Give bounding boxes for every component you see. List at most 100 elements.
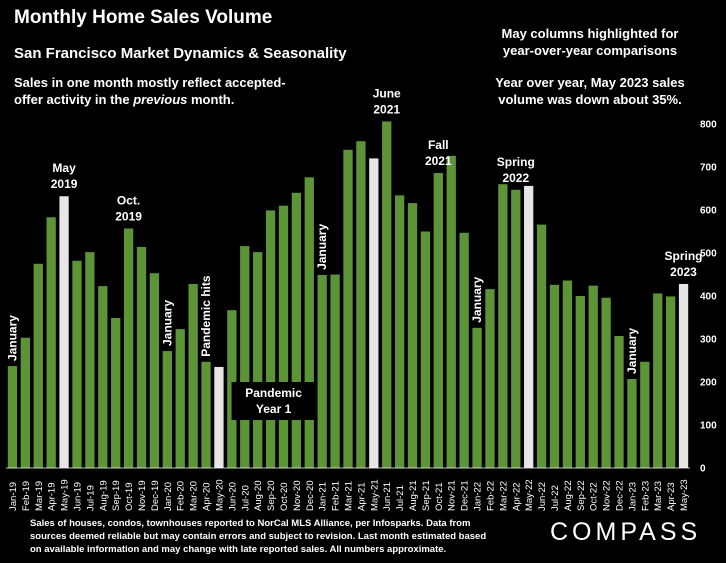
bar-mar-19 — [33, 263, 43, 468]
chart-title: Monthly Home Sales Volume — [14, 7, 273, 28]
y-tick-label: 700 — [700, 163, 717, 174]
x-tick-label: Sep-21 — [421, 480, 432, 511]
bar-jan-21 — [317, 274, 327, 468]
x-tick-label: Nov-22 — [602, 480, 613, 511]
bar-jun-21 — [382, 121, 392, 469]
x-tick-label: Jul-20 — [240, 485, 251, 511]
bar-feb-19 — [20, 337, 30, 468]
x-tick-label: Apr-20 — [202, 482, 213, 511]
x-tick-label: Oct-20 — [279, 482, 290, 511]
y-tick-label: 500 — [700, 249, 717, 260]
bar-jul-21 — [394, 195, 405, 468]
bar-oct-19 — [123, 228, 134, 468]
bar-jul-19 — [85, 252, 95, 468]
bar-aug-19 — [98, 286, 108, 468]
note-left-line2-em: previous — [133, 92, 188, 107]
x-tick-label: Jun-22 — [537, 482, 548, 511]
x-tick-label: May-20 — [214, 479, 225, 511]
bar-jul-22 — [549, 284, 560, 468]
bar-jun-22 — [536, 224, 547, 468]
x-tick-label: May-19 — [60, 479, 71, 511]
bar-dec-22 — [614, 335, 624, 468]
annotation-label: 2021 — [373, 102, 400, 116]
bar-feb-21 — [330, 274, 340, 468]
yoy-line1: Year over year, May 2023 sales — [495, 75, 685, 90]
x-tick-label: Feb-20 — [176, 481, 187, 511]
bar-dec-20 — [304, 177, 314, 468]
bar-nov-22 — [601, 297, 611, 468]
y-tick-label: 800 — [700, 120, 717, 131]
annotation-label: January — [625, 328, 639, 374]
x-tick-label: Sep-19 — [111, 480, 122, 511]
bar-sep-21 — [420, 231, 431, 468]
note-left-line2-post: month. — [187, 92, 235, 107]
x-tick-label: Nov-20 — [292, 480, 303, 511]
y-tick-label: 600 — [700, 206, 717, 217]
note-may-highlight: May columns highlighted for year-over-ye… — [470, 25, 710, 59]
annotation-label: Pandemic hits — [199, 275, 213, 357]
y-tick-label: 400 — [700, 292, 717, 303]
bar-apr-21 — [356, 141, 366, 468]
bar-oct-21 — [433, 173, 443, 468]
x-tick-label: Sep-22 — [576, 480, 587, 511]
bar-mar-20 — [188, 283, 198, 468]
y-tick-label: 300 — [700, 335, 717, 346]
x-tick-label: Aug-19 — [98, 480, 109, 511]
x-tick-label: Nov-19 — [137, 480, 148, 511]
annotation-label: 2022 — [502, 171, 529, 185]
bar-may-23 — [678, 283, 689, 468]
x-tick-label: Nov-21 — [447, 480, 458, 511]
annotation-label: Year 1 — [256, 402, 292, 416]
x-tick-label: Aug-21 — [408, 480, 419, 511]
x-tick-label: Apr-23 — [666, 482, 677, 511]
bar-sep-20 — [265, 210, 276, 468]
bar-may-20 — [214, 366, 224, 468]
annotation-label: January — [470, 276, 484, 322]
x-tick-label: Jul-22 — [550, 485, 561, 511]
bar-aug-22 — [562, 280, 573, 468]
x-tick-label: Aug-22 — [563, 480, 574, 511]
x-tick-label: Jun-19 — [73, 482, 84, 511]
annotation-label: May — [52, 161, 76, 175]
x-tick-label: Dec-19 — [150, 480, 161, 511]
bar-jan-23 — [627, 378, 637, 468]
bar-may-21 — [369, 158, 379, 468]
bar-mar-22 — [498, 184, 508, 468]
bar-mar-23 — [653, 293, 663, 468]
bar-may-19 — [59, 196, 69, 469]
yoy-line2: volume was down about 35%. — [498, 92, 682, 107]
x-tick-label: Jan-22 — [473, 482, 484, 511]
x-tick-label: May-22 — [524, 479, 535, 511]
annotation-label: January — [315, 224, 329, 270]
chart-subtitle: San Francisco Market Dynamics & Seasonal… — [14, 45, 347, 62]
x-tick-label: Apr-22 — [511, 482, 522, 511]
compass-logo: COMPASS — [550, 518, 702, 546]
bar-nov-21 — [446, 155, 456, 468]
y-tick-label: 100 — [700, 421, 717, 432]
bar-dec-19 — [149, 273, 160, 468]
x-tick-label: Mar-19 — [34, 481, 45, 511]
note-right-line1: May columns highlighted for — [501, 26, 679, 41]
annotation-label: 2019 — [115, 210, 142, 224]
x-tick-label: Feb-21 — [331, 481, 342, 511]
bar-nov-19 — [136, 246, 147, 468]
x-tick-label: May-21 — [369, 479, 380, 511]
bar-oct-20 — [278, 205, 289, 468]
x-tick-label: Jul-21 — [395, 485, 406, 511]
footnote: Sales of houses, condos, townhouses repo… — [30, 518, 487, 555]
bar-jan-22 — [472, 327, 482, 468]
x-tick-label: Aug-20 — [253, 480, 264, 511]
annotation-label: Oct. — [117, 194, 140, 208]
bar-may-22 — [524, 185, 534, 469]
bar-apr-19 — [46, 217, 56, 468]
x-tick-label: Jun-21 — [382, 482, 393, 511]
x-tick-label: May-23 — [679, 479, 690, 511]
bar-oct-22 — [588, 285, 598, 468]
annotation-label: January — [160, 300, 174, 346]
x-tick-label: Jan-21 — [318, 482, 329, 511]
bar-aug-21 — [407, 203, 418, 468]
x-tick-label: Oct-21 — [434, 482, 445, 511]
x-tick-label: Jul-19 — [85, 485, 96, 511]
